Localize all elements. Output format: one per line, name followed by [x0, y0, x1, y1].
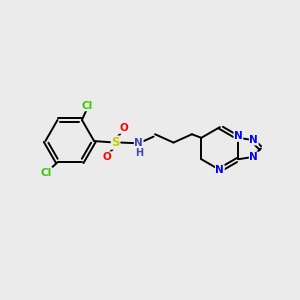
Text: N: N — [249, 152, 258, 162]
Text: N: N — [215, 165, 224, 175]
Text: S: S — [111, 136, 120, 149]
Text: N: N — [134, 138, 143, 148]
Text: O: O — [119, 123, 128, 133]
Text: Cl: Cl — [82, 101, 93, 111]
Text: H: H — [135, 148, 143, 158]
Text: N: N — [249, 135, 258, 145]
Text: Cl: Cl — [40, 168, 52, 178]
Text: N: N — [234, 131, 243, 141]
Text: O: O — [103, 152, 112, 162]
